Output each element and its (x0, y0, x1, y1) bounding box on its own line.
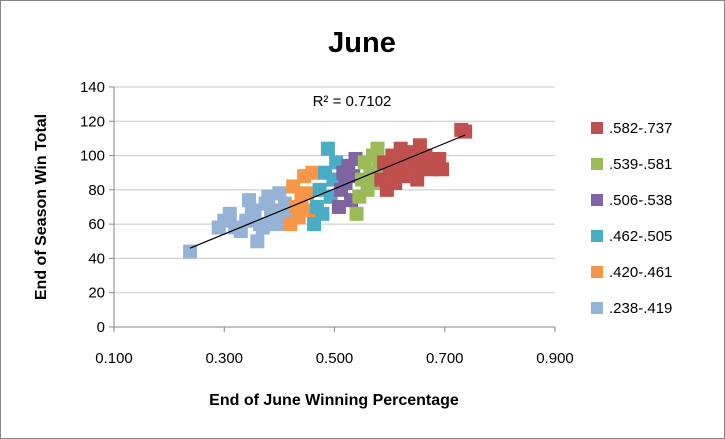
legend-swatch (591, 158, 603, 170)
data-point (370, 141, 385, 156)
data-point (183, 244, 198, 259)
x-axis-ticks: 0.100 0.300 0.500 0.700 0.900 (95, 327, 574, 367)
data-point (331, 200, 346, 214)
data-point (349, 206, 364, 221)
trendline (189, 134, 466, 249)
legend-swatch (591, 194, 603, 206)
y-tick-label: 100 (80, 148, 105, 165)
x-tick-label: 0.300 (205, 350, 243, 367)
x-axis-title: End of June Winning Percentage (209, 392, 459, 409)
data-point (320, 141, 335, 156)
data-point (458, 124, 473, 139)
data-point (291, 210, 306, 225)
data-point (250, 234, 265, 249)
trendline-label: R² = 0.7102 (313, 93, 392, 110)
legend-swatch (591, 122, 603, 134)
legend-label: .462-.505 (609, 228, 672, 245)
data-points (183, 122, 473, 259)
legend-swatch (591, 266, 603, 278)
y-axis-ticks: 0 20 40 60 80 100 120 140 (80, 79, 114, 336)
data-point (222, 206, 237, 221)
data-point (299, 186, 314, 201)
legend-label: .420-.461 (609, 264, 672, 281)
data-point (410, 172, 425, 187)
data-point (305, 165, 320, 180)
y-tick-label: 20 (88, 285, 105, 302)
legend-label: .582-.737 (609, 120, 672, 137)
legend-label: .506-.538 (609, 192, 672, 209)
y-tick-label: 60 (88, 216, 105, 233)
x-tick-label: 0.100 (95, 350, 133, 367)
legend-swatch (591, 230, 603, 242)
x-tick-label: 0.900 (536, 350, 574, 367)
chart-title: June (328, 27, 396, 59)
data-point (434, 162, 449, 177)
y-tick-label: 0 (97, 319, 105, 336)
legend-label: .238-.419 (609, 300, 672, 317)
x-tick-label: 0.500 (316, 350, 354, 367)
legend-label: .539-.581 (609, 156, 672, 173)
y-tick-label: 140 (80, 79, 105, 96)
y-tick-label: 120 (80, 113, 105, 130)
legend-swatch (591, 302, 603, 314)
legend: .582-.737 .539-.581 .506-.538 .462-.505 .420… (591, 120, 672, 317)
y-tick-label: 40 (88, 250, 105, 267)
y-tick-label: 80 (88, 182, 105, 199)
x-tick-label: 0.700 (426, 350, 464, 367)
y-axis-title: End of Season Win Total (33, 114, 50, 300)
data-point (261, 189, 276, 204)
data-point (315, 206, 330, 221)
